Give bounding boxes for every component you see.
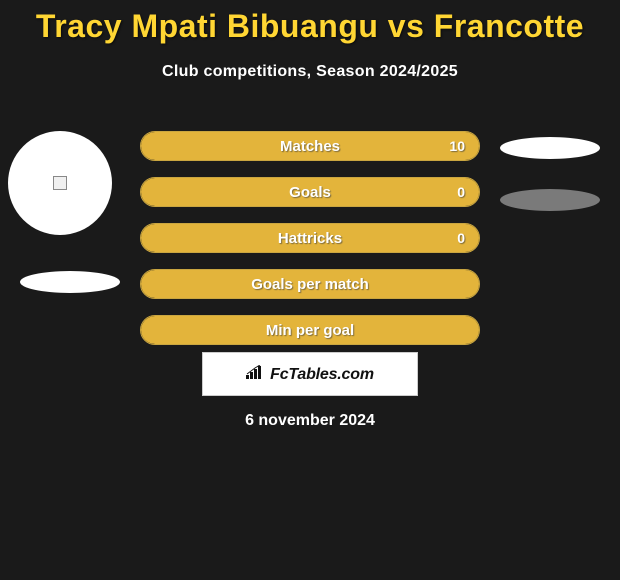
stat-label: Min per goal xyxy=(141,316,479,344)
stat-value: 10 xyxy=(449,132,465,160)
stat-label: Goals per match xyxy=(141,270,479,298)
stats-bars: Matches 10 Goals 0 Hattricks 0 Goals per… xyxy=(140,131,480,361)
stat-value: 0 xyxy=(457,178,465,206)
date-label: 6 november 2024 xyxy=(0,412,620,430)
player-left-avatar xyxy=(8,131,112,235)
stat-value: 0 xyxy=(457,224,465,252)
stat-row-hattricks: Hattricks 0 xyxy=(140,223,480,253)
player-right-shadow-1 xyxy=(500,137,600,159)
page-title: Tracy Mpati Bibuangu vs Francotte xyxy=(0,0,620,45)
player-left-shadow xyxy=(20,271,120,293)
subtitle: Club competitions, Season 2024/2025 xyxy=(0,63,620,81)
bars-icon xyxy=(246,365,266,384)
stat-label: Hattricks xyxy=(141,224,479,252)
stat-label: Goals xyxy=(141,178,479,206)
player-right-shadow-2 xyxy=(500,189,600,211)
stat-label: Matches xyxy=(141,132,479,160)
logo-text: FcTables.com xyxy=(246,365,374,384)
stat-row-min-per-goal: Min per goal xyxy=(140,315,480,345)
stat-row-goals-per-match: Goals per match xyxy=(140,269,480,299)
stat-row-goals: Goals 0 xyxy=(140,177,480,207)
source-logo: FcTables.com xyxy=(202,352,418,396)
placeholder-image-icon xyxy=(53,176,67,190)
stat-row-matches: Matches 10 xyxy=(140,131,480,161)
